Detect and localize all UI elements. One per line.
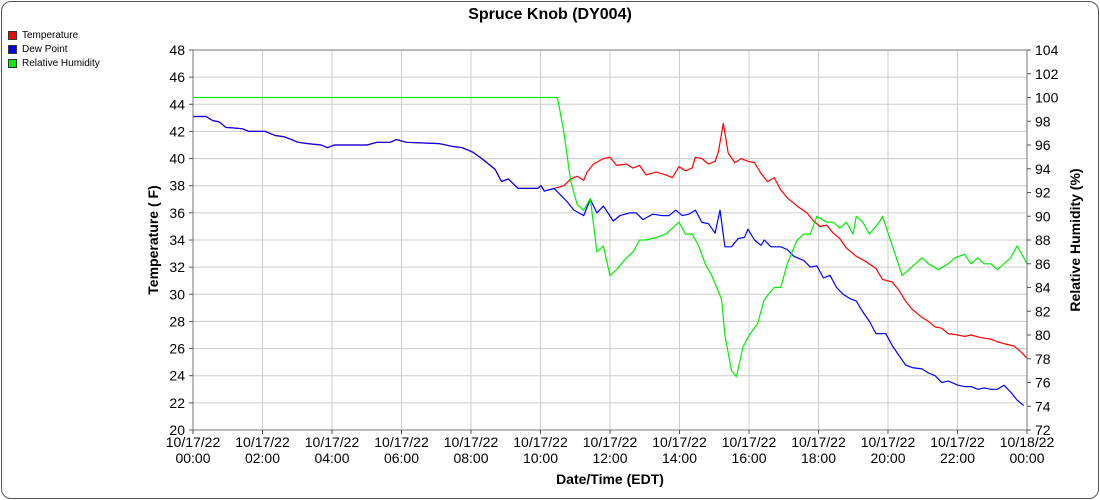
y-axis-right-label: Relative Humidity (%) <box>1067 168 1083 311</box>
series-line-relative-humidity <box>193 96 1028 378</box>
legend-swatch-temperature <box>8 30 17 40</box>
y-right-tick-label: 78 <box>1035 351 1051 367</box>
y-right-tick-label: 76 <box>1035 375 1051 391</box>
y-right-tick-label: 86 <box>1035 256 1051 272</box>
x-tick-date: 10/17/22 <box>166 434 221 450</box>
y-right-tick-label: 94 <box>1035 161 1051 177</box>
x-tick-date: 10/17/22 <box>235 434 290 450</box>
x-tick-time: 14:00 <box>662 450 697 466</box>
legend: Temperature Dew Point Relative Humidity <box>8 28 100 70</box>
x-tick-time: 16:00 <box>731 450 766 466</box>
y-left-tick-label: 40 <box>169 151 185 167</box>
x-tick-time: 18:00 <box>801 450 836 466</box>
y-right-tick-label: 88 <box>1035 232 1051 248</box>
y-right-tick-label: 82 <box>1035 303 1051 319</box>
ticks: 20 22 24 26 28 30 32 34 36 38 40 42 44 46 48 72 74 76 78 80… <box>166 42 1059 466</box>
y-left-tick-label: 32 <box>169 259 185 275</box>
x-tick-date: 10/17/22 <box>722 434 777 450</box>
legend-item-relative-humidity: Relative Humidity <box>8 56 100 70</box>
y-left-tick-label: 46 <box>169 69 185 85</box>
x-tick-date: 10/17/22 <box>374 434 429 450</box>
y-right-tick-label: 84 <box>1035 280 1051 296</box>
y-left-tick-label: 38 <box>169 178 185 194</box>
x-tick-time: 00:00 <box>1009 450 1044 466</box>
x-tick-time: 22:00 <box>940 450 975 466</box>
x-tick-date: 10/17/22 <box>861 434 916 450</box>
x-tick-date: 10/17/22 <box>513 434 568 450</box>
x-tick-date: 10/17/22 <box>305 434 360 450</box>
y-right-tick-label: 98 <box>1035 113 1051 129</box>
y-right-tick-label: 100 <box>1035 90 1059 106</box>
y-right-tick-label: 80 <box>1035 327 1051 343</box>
series-line-dew-point <box>193 115 1025 407</box>
x-tick-date: 10/17/22 <box>583 434 638 450</box>
y-left-tick-label: 48 <box>169 42 185 58</box>
y-left-tick-label: 36 <box>169 205 185 221</box>
y-left-tick-label: 44 <box>169 96 185 112</box>
legend-swatch-relative-humidity <box>8 58 17 68</box>
series-layer <box>193 96 1028 407</box>
x-tick-date: 10/17/22 <box>444 434 499 450</box>
y-left-tick-label: 26 <box>169 341 185 357</box>
x-tick-date: 10/17/22 <box>652 434 707 450</box>
y-left-tick-label: 24 <box>169 368 185 384</box>
y-right-tick-label: 96 <box>1035 137 1051 153</box>
y-axis-left-label: Temperature ( F) <box>145 185 161 294</box>
y-left-tick-label: 42 <box>169 123 185 139</box>
legend-swatch-dew-point <box>8 44 17 54</box>
x-tick-date: 10/17/22 <box>930 434 985 450</box>
x-tick-time: 20:00 <box>870 450 905 466</box>
x-tick-time: 08:00 <box>453 450 488 466</box>
y-right-tick-label: 74 <box>1035 398 1051 414</box>
y-right-tick-label: 90 <box>1035 208 1051 224</box>
legend-label-dew-point: Dew Point <box>22 43 68 55</box>
y-right-tick-label: 104 <box>1035 42 1059 58</box>
y-left-tick-label: 28 <box>169 313 185 329</box>
x-tick-date: 10/17/22 <box>791 434 846 450</box>
x-tick-time: 12:00 <box>592 450 627 466</box>
y-right-tick-label: 92 <box>1035 185 1051 201</box>
x-tick-time: 00:00 <box>175 450 210 466</box>
x-tick-time: 06:00 <box>384 450 419 466</box>
y-left-tick-label: 22 <box>169 395 185 411</box>
y-left-tick-label: 34 <box>169 232 185 248</box>
x-tick-date: 10/18/22 <box>1000 434 1055 450</box>
chart-title: Spruce Knob (DY004) <box>468 6 632 23</box>
legend-item-dew-point: Dew Point <box>8 42 100 56</box>
legend-item-temperature: Temperature <box>8 28 100 42</box>
y-left-tick-label: 30 <box>169 286 185 302</box>
y-right-tick-label: 102 <box>1035 66 1059 82</box>
x-tick-time: 10:00 <box>523 450 558 466</box>
grid <box>192 49 1028 431</box>
x-axis-label: Date/Time (EDT) <box>556 471 664 487</box>
x-tick-time: 04:00 <box>314 450 349 466</box>
y-right-tick-label: 72 <box>1035 422 1051 438</box>
legend-label-relative-humidity: Relative Humidity <box>22 57 100 69</box>
x-tick-time: 02:00 <box>245 450 280 466</box>
y-left-tick-label: 20 <box>169 422 185 438</box>
legend-label-temperature: Temperature <box>22 29 79 41</box>
